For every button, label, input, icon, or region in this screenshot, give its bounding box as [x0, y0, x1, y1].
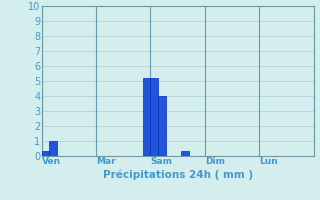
Bar: [150, 78, 158, 156]
Bar: [143, 78, 150, 156]
Bar: [42, 151, 49, 156]
Bar: [49, 141, 57, 156]
Bar: [158, 96, 165, 156]
X-axis label: Précipitations 24h ( mm ): Précipitations 24h ( mm ): [102, 169, 253, 180]
Bar: [181, 151, 189, 156]
